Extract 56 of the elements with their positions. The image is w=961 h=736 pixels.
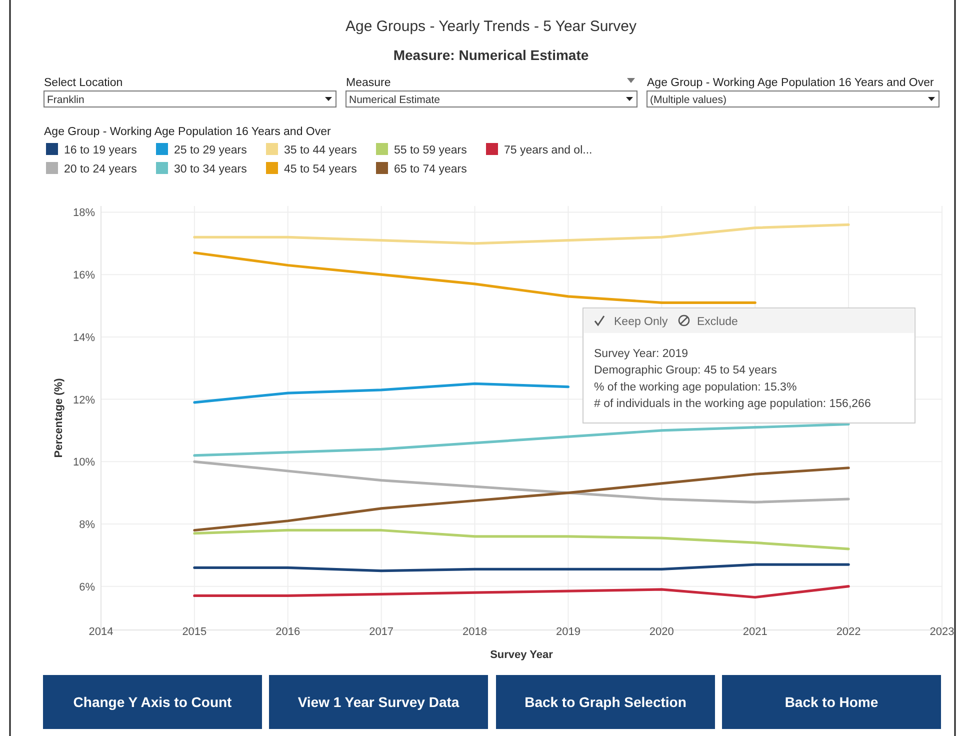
line-series — [193, 528, 850, 550]
legend-label: 25 to 29 years — [174, 144, 248, 156]
legend-title: Age Group - Working Age Population 16 Years and Over — [44, 126, 331, 138]
y-tick-label: 12% — [72, 394, 96, 406]
text: (Multiple values) — [650, 94, 726, 106]
x-tick-label: 2019 — [556, 626, 580, 638]
x-axis-title: Survey Year — [490, 649, 554, 661]
line-series — [193, 382, 570, 404]
x-tick-label: 2016 — [276, 626, 300, 638]
annotation: Keep Only — [614, 316, 668, 328]
x-tick-label: 2022 — [836, 626, 861, 638]
y-tick-label: 16% — [72, 270, 96, 282]
legend-label: 20 to 24 years — [64, 164, 138, 176]
legend-label: 45 to 54 years — [284, 164, 358, 176]
x-tick-label: 2014 — [88, 626, 114, 638]
x-tick-label: 2015 — [182, 626, 207, 638]
legend-label: 30 to 34 years — [174, 164, 248, 176]
legend-label: 75 years and ol... — [504, 144, 592, 156]
x-tick-label: 2017 — [369, 626, 394, 638]
text: Measure — [346, 77, 391, 89]
x-tick-label: 2020 — [649, 626, 674, 638]
y-tick-label: 10% — [72, 456, 96, 469]
annotation: # of individuals in the working age population: 156,266 — [594, 398, 871, 410]
annotation: Exclude — [697, 316, 738, 328]
text: Back to Graph Selection — [524, 694, 686, 710]
y-axis-title: Percentage (%) — [53, 378, 65, 458]
text: Franklin — [47, 94, 85, 106]
legend-label: 65 to 74 years — [394, 164, 468, 176]
y-tick-label: 14% — [72, 332, 96, 344]
chart-title: Age Groups - Yearly Trends - 5 Year Survey — [346, 18, 637, 35]
y-tick-label: 18% — [72, 207, 96, 220]
text: Select Location — [44, 77, 123, 89]
annotation: Survey Year: 2019 — [594, 348, 688, 360]
text: Numerical Estimate — [349, 94, 440, 106]
annotation: % of the working age population: 15.3% — [594, 381, 797, 394]
annotation: Demographic Group: 45 to 54 years — [594, 364, 778, 377]
line-series — [193, 422, 850, 457]
legend-label: 55 to 59 years — [394, 144, 468, 156]
line-series — [193, 585, 850, 599]
line-series — [193, 223, 850, 245]
line-series — [193, 460, 850, 504]
text: Change Y Axis to Count — [73, 694, 232, 710]
line-series — [193, 563, 850, 572]
chart-subtitle: Measure: Numerical Estimate — [393, 47, 589, 63]
text: View 1 Year Survey Data — [298, 694, 460, 710]
line-series — [193, 251, 756, 304]
y-tick-label: 6% — [79, 581, 96, 594]
line-series — [193, 466, 850, 532]
legend-label: 16 to 19 years — [64, 144, 138, 156]
text: Back to Home — [784, 694, 878, 710]
legend-label: 35 to 44 years — [284, 144, 358, 156]
y-tick-label: 8% — [79, 519, 96, 531]
x-tick-label: 2018 — [462, 626, 488, 638]
x-tick-label: 2023 — [930, 626, 954, 638]
text: Age Group - Working Age Population 16 Years and Over — [647, 77, 934, 89]
x-tick-label: 2021 — [742, 626, 768, 638]
